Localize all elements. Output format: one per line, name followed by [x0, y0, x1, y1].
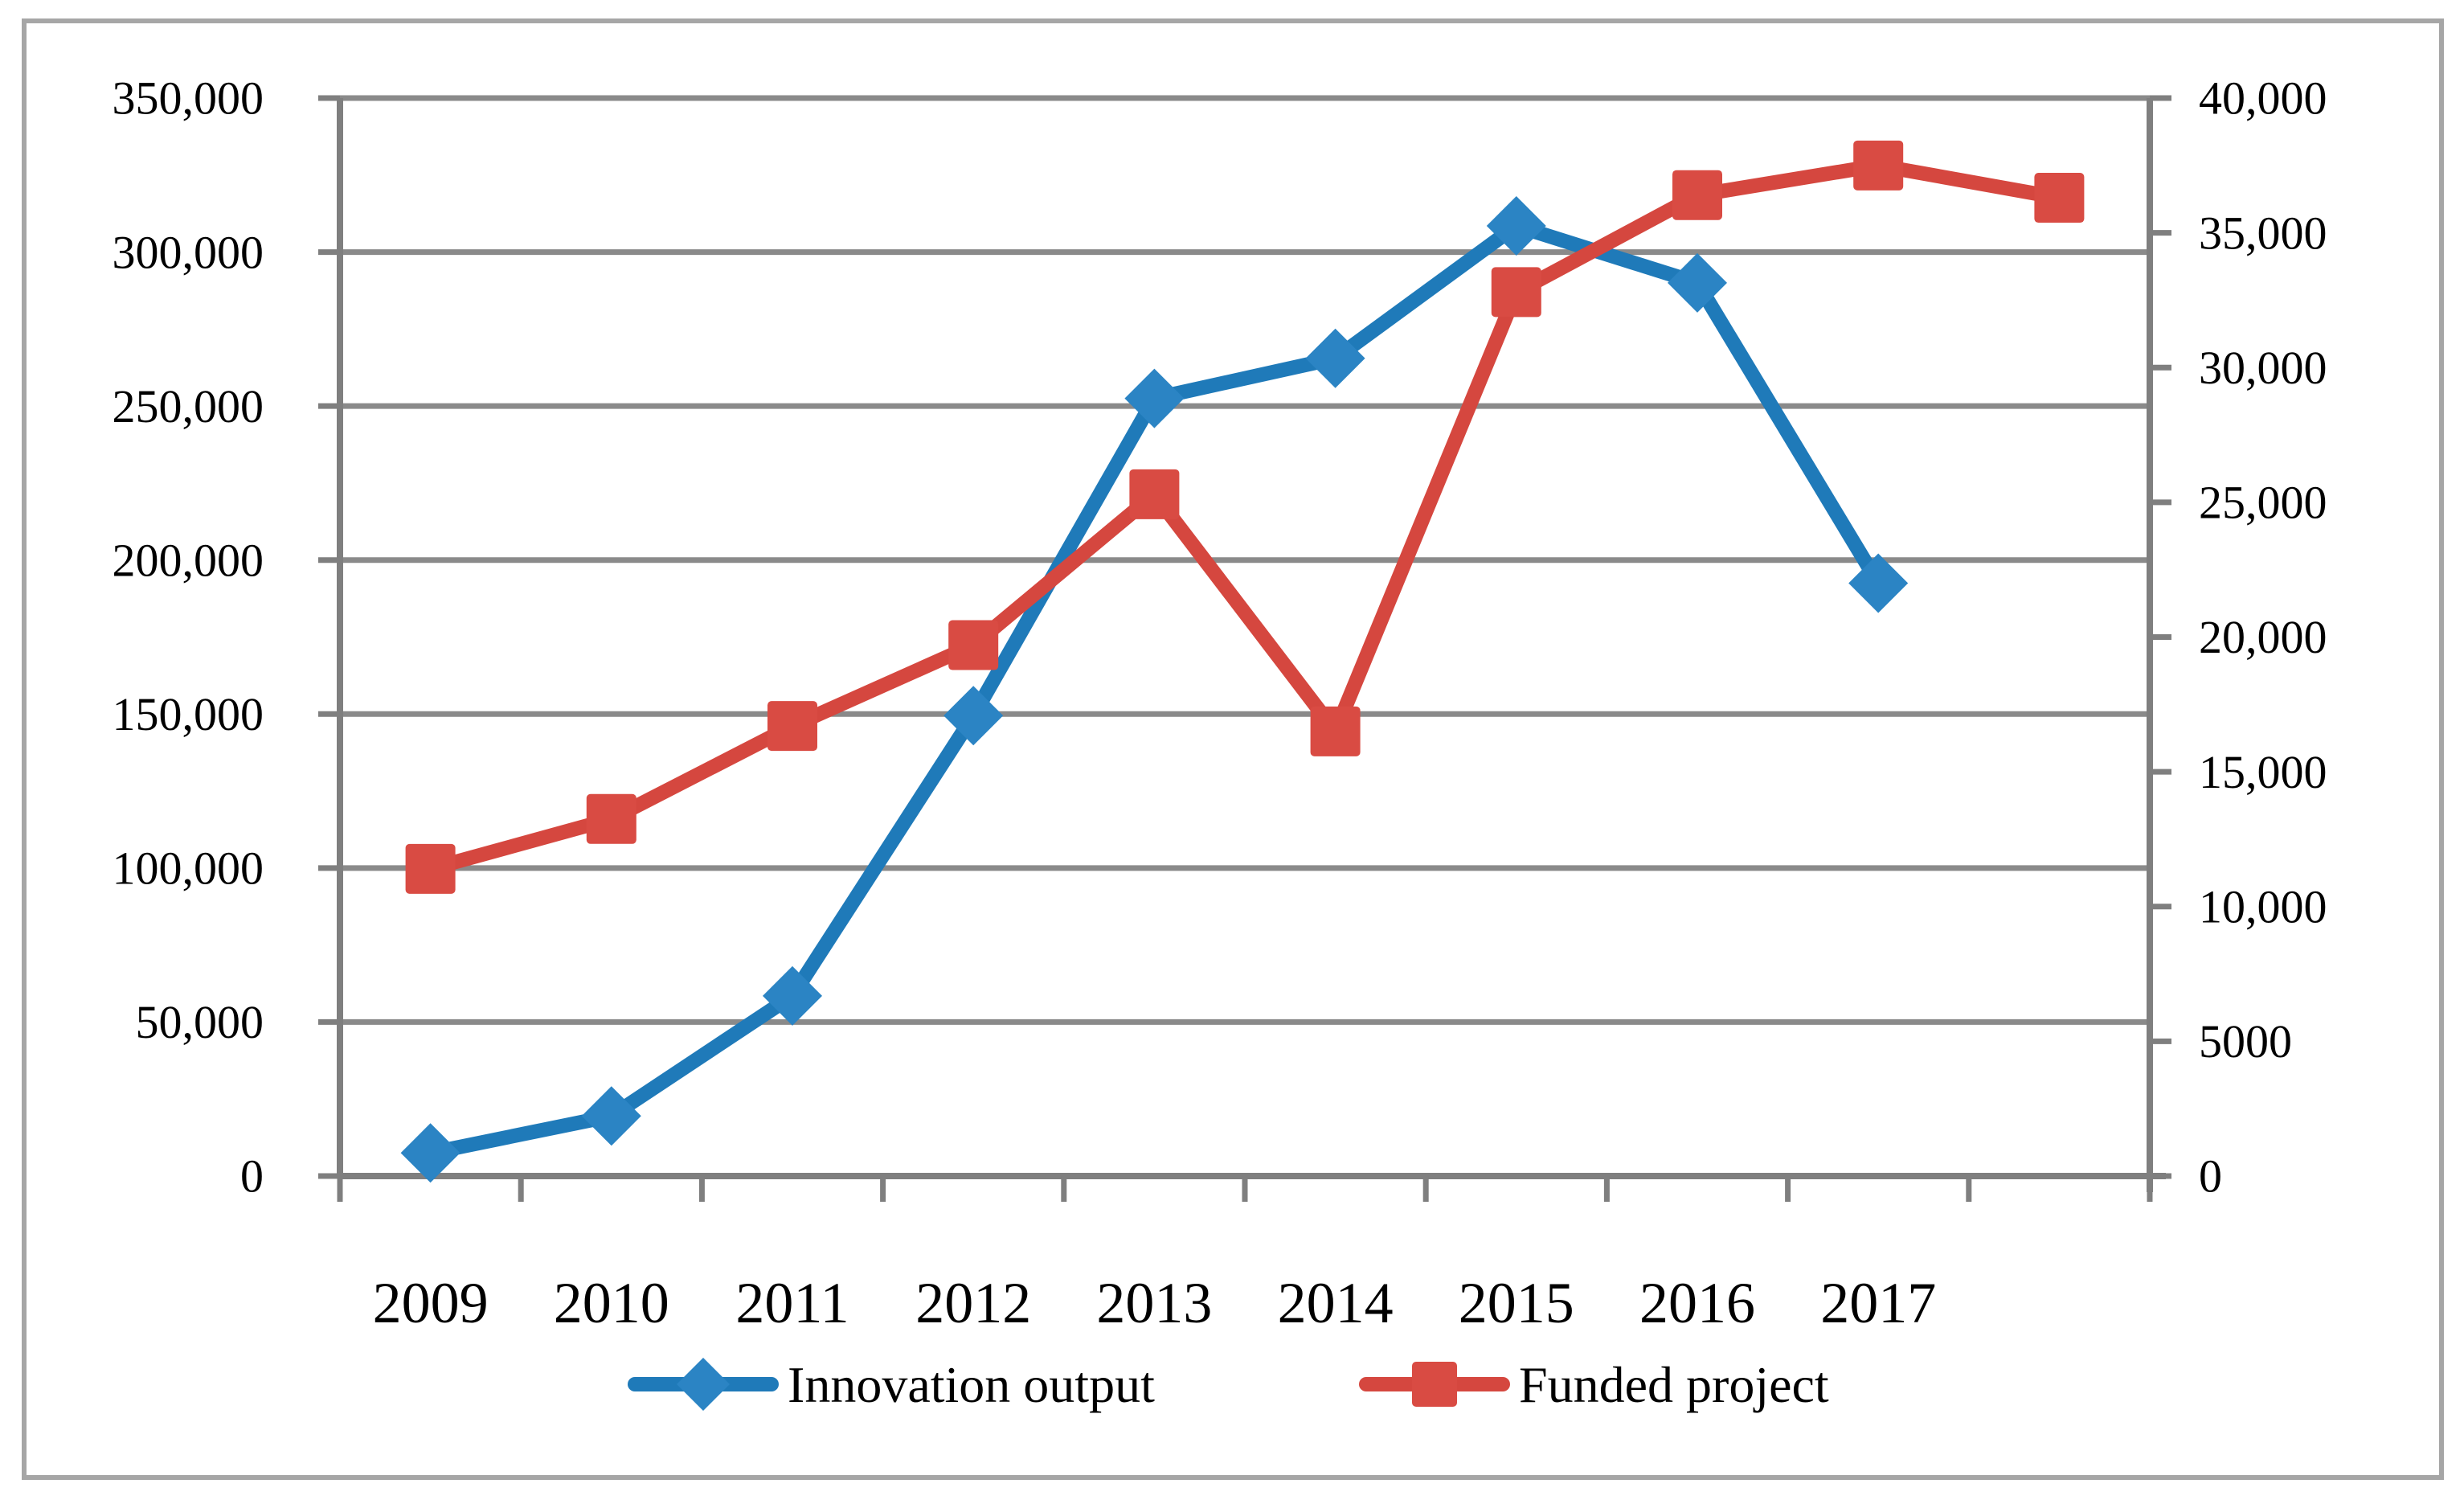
marker-funded-project-2017 — [1853, 140, 1904, 191]
x-axis-tick-label: 2010 — [554, 1271, 669, 1335]
marker-funded-project-2009 — [405, 843, 456, 894]
legend-marker-diamond — [677, 1358, 730, 1411]
legend-label-funded-project: Funded project — [1519, 1356, 1829, 1413]
marker-funded-project-extra — [2034, 173, 2085, 223]
series-line-funded-project — [423, 158, 2067, 876]
legend-label-innovation-output: Innovation output — [788, 1356, 1155, 1413]
right-axis-tick-label: 15,000 — [2199, 746, 2327, 798]
left-axis-tick-label: 100,000 — [113, 842, 264, 895]
x-axis-tick-label: 2015 — [1459, 1271, 1574, 1335]
left-axis-tick-label: 300,000 — [113, 226, 264, 278]
marker-innovation-output-2013 — [1124, 368, 1185, 428]
left-axis-tick-label: 200,000 — [113, 534, 264, 586]
x-axis-tick-label: 2016 — [1639, 1271, 1755, 1335]
right-axis-tick-label: 25,000 — [2199, 477, 2327, 529]
x-axis-tick-label: 2014 — [1278, 1271, 1394, 1335]
x-axis-tick-label: 2013 — [1096, 1271, 1212, 1335]
marker-funded-project-2015 — [1491, 267, 1541, 318]
right-axis-tick-label: 40,000 — [2199, 72, 2327, 125]
right-axis-tick-label: 0 — [2199, 1150, 2222, 1203]
marker-innovation-output-2011 — [763, 965, 822, 1026]
left-axis-tick-label: 50,000 — [136, 996, 264, 1048]
marker-funded-project-2013 — [1129, 469, 1180, 519]
marker-funded-project-2011 — [767, 701, 817, 752]
x-axis-tick-label: 2011 — [735, 1271, 849, 1335]
marker-innovation-output-2010 — [581, 1086, 641, 1146]
marker-funded-project-2016 — [1672, 170, 1722, 220]
right-axis-tick-label: 10,000 — [2199, 880, 2327, 932]
right-axis-tick-label: 5000 — [2199, 1015, 2292, 1068]
chart-border — [22, 18, 2444, 1480]
x-axis-tick-label: 2009 — [373, 1271, 489, 1335]
legend-marker-square — [1412, 1362, 1457, 1407]
marker-innovation-output-2014 — [1305, 328, 1365, 388]
marker-innovation-output-2009 — [400, 1123, 460, 1183]
marker-innovation-output-2016 — [1668, 252, 1727, 313]
right-axis-tick-label: 35,000 — [2199, 207, 2327, 259]
marker-innovation-output-2015 — [1486, 196, 1546, 256]
marker-funded-project-2010 — [586, 793, 636, 844]
left-axis-tick-label: 250,000 — [113, 380, 264, 432]
marker-funded-project-2014 — [1310, 706, 1361, 756]
left-axis-tick-label: 0 — [240, 1150, 264, 1203]
left-axis-tick-label: 150,000 — [113, 688, 264, 740]
right-axis-tick-label: 20,000 — [2199, 611, 2327, 663]
left-axis-tick-label: 350,000 — [113, 72, 264, 125]
marker-funded-project-2012 — [948, 620, 999, 670]
marker-innovation-output-2012 — [943, 686, 1004, 746]
right-axis-tick-label: 30,000 — [2199, 342, 2327, 394]
x-axis-tick-label: 2012 — [915, 1271, 1031, 1335]
marker-innovation-output-2017 — [1848, 553, 1909, 613]
x-axis-tick-label: 2017 — [1820, 1271, 1936, 1335]
